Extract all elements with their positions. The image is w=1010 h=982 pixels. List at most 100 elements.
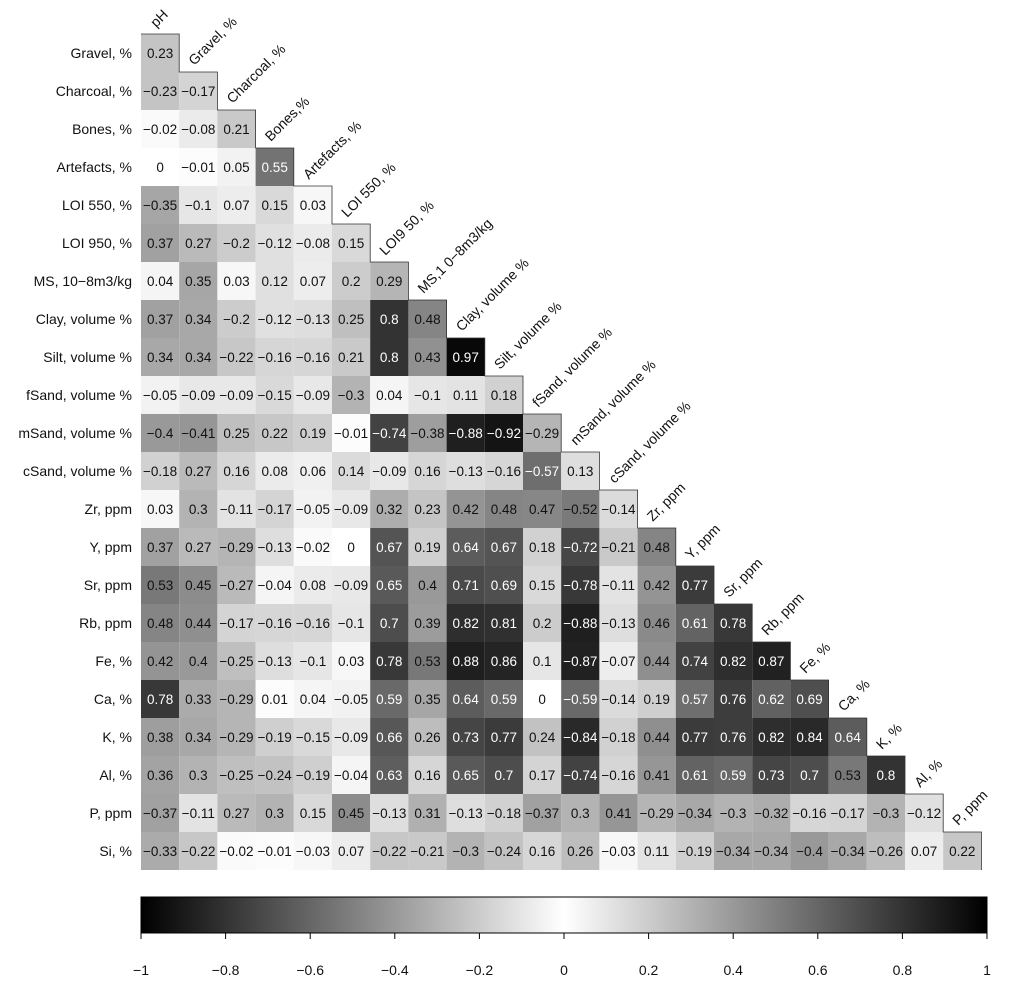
colorbar-tick-label: 0.8: [893, 962, 913, 978]
cell-value-label: −0.16: [258, 616, 292, 631]
colorbar-tick-label: 0.4: [723, 962, 743, 978]
cell-value-label: 0.57: [682, 692, 708, 707]
heatmap-cell: [332, 452, 371, 490]
heatmap-cell: [179, 376, 218, 414]
cell-value-label: 0.05: [223, 160, 249, 175]
cell-value-label: −0.27: [219, 578, 253, 593]
cell-value-label: 0.82: [453, 616, 479, 631]
cell-value-label: −0.34: [831, 844, 866, 859]
heatmap-cell: [293, 300, 332, 338]
cell-value-label: 0.15: [300, 806, 326, 821]
heatmap-cell: [446, 452, 485, 490]
heatmap-cell: [293, 604, 332, 642]
heatmap-cell: [599, 566, 638, 604]
cell-value-label: −0.12: [258, 312, 292, 327]
cell-value-label: 0.82: [758, 730, 784, 745]
heatmap-cell: [599, 680, 638, 718]
cell-value-label: −0.21: [410, 844, 444, 859]
cell-value-label: 0.59: [491, 692, 517, 707]
column-label: MS,1 0−8m3/kg: [414, 215, 495, 296]
cell-value-label: 0.78: [376, 654, 402, 669]
heatmap-cell: [523, 452, 562, 490]
heatmap-cell: [141, 224, 180, 262]
heatmap-cell: [332, 642, 371, 680]
cell-value-label: 0.74: [682, 654, 709, 669]
row-label: Fe, %: [95, 653, 132, 669]
cell-value-label: −0.59: [563, 692, 597, 707]
heatmap-cell: [599, 794, 638, 832]
heatmap-cell: [484, 794, 523, 832]
row-label: Ca, %: [94, 691, 132, 707]
cell-value-label: −0.11: [602, 578, 635, 593]
cell-value-label: −0.34: [716, 844, 751, 859]
colorbar-tick-label: 0.6: [808, 962, 828, 978]
cell-value-label: 0.08: [262, 464, 288, 479]
heatmap-cell: [370, 680, 409, 718]
cell-value-label: −0.4: [147, 426, 174, 441]
cell-value-label: 0.04: [147, 274, 174, 289]
cell-value-label: 0.04: [376, 388, 403, 403]
heatmap-cell: [446, 414, 485, 452]
cell-value-label: −0.16: [296, 350, 330, 365]
heatmap-cell: [523, 680, 562, 718]
heatmap-cell: [408, 566, 447, 604]
heatmap-cell: [332, 338, 371, 376]
heatmap-cell: [141, 262, 180, 300]
heatmap-cell: [484, 756, 523, 794]
cell-value-label: 0.63: [376, 768, 402, 783]
cell-value-label: 0.27: [223, 806, 249, 821]
cell-value-label: 0.07: [300, 274, 326, 289]
cell-value-label: −0.01: [334, 426, 368, 441]
heatmap-cell: [293, 566, 332, 604]
cell-value-label: −0.37: [143, 806, 177, 821]
cell-value-label: −0.22: [181, 844, 215, 859]
heatmap-cell: [828, 718, 867, 756]
cell-value-label: −0.13: [449, 464, 483, 479]
cell-value-label: −0.29: [219, 730, 253, 745]
cell-value-label: −0.09: [334, 502, 368, 517]
cell-value-label: 0.7: [380, 616, 399, 631]
cell-value-label: 0.7: [495, 768, 514, 783]
cell-value-label: −0.19: [296, 768, 330, 783]
column-label: Clay, volume %: [453, 255, 532, 334]
heatmap-cell: [905, 832, 944, 870]
cell-value-label: 0.06: [300, 464, 326, 479]
cell-value-label: 0.48: [414, 312, 440, 327]
heatmap-cell: [332, 718, 371, 756]
cell-value-label: 0.04: [300, 692, 327, 707]
heatmap-cell: [370, 338, 409, 376]
heatmap-cell: [752, 680, 791, 718]
cell-value-label: −0.84: [563, 730, 598, 745]
heatmap-cell: [714, 794, 753, 832]
heatmap-cell: [523, 756, 562, 794]
cell-value-label: −0.26: [869, 844, 903, 859]
cell-value-label: 0.69: [491, 578, 517, 593]
heatmap-cell: [408, 376, 447, 414]
heatmap-cell: [561, 452, 600, 490]
heatmap-cell: [790, 756, 829, 794]
cell-value-label: −0.15: [296, 730, 330, 745]
heatmap-cell: [599, 756, 638, 794]
cell-value-label: 0.86: [491, 654, 517, 669]
cell-value-label: 0.4: [418, 578, 437, 593]
heatmap-cell: [790, 680, 829, 718]
heatmap-cell: [332, 262, 371, 300]
column-label: Ca, %: [835, 676, 873, 714]
row-label: LOI 550, %: [62, 197, 132, 213]
heatmap-cell: [446, 528, 485, 566]
heatmap-cell: [293, 224, 332, 262]
colorbar-tick-label: −0.6: [296, 962, 324, 978]
cell-value-label: 0.22: [949, 844, 975, 859]
heatmap-cell: [141, 72, 180, 110]
heatmap-cell: [675, 756, 714, 794]
heatmap-cell: [217, 414, 256, 452]
heatmap-cell: [293, 794, 332, 832]
heatmap-cell: [179, 300, 218, 338]
cell-value-label: −0.03: [601, 844, 635, 859]
colorbar-tick-label: −0.4: [381, 962, 409, 978]
heatmap-cell: [217, 262, 256, 300]
heatmap-cell: [255, 794, 294, 832]
row-label: P, ppm: [89, 805, 132, 821]
row-label: Gravel, %: [71, 45, 132, 61]
heatmap-cell: [141, 34, 180, 72]
